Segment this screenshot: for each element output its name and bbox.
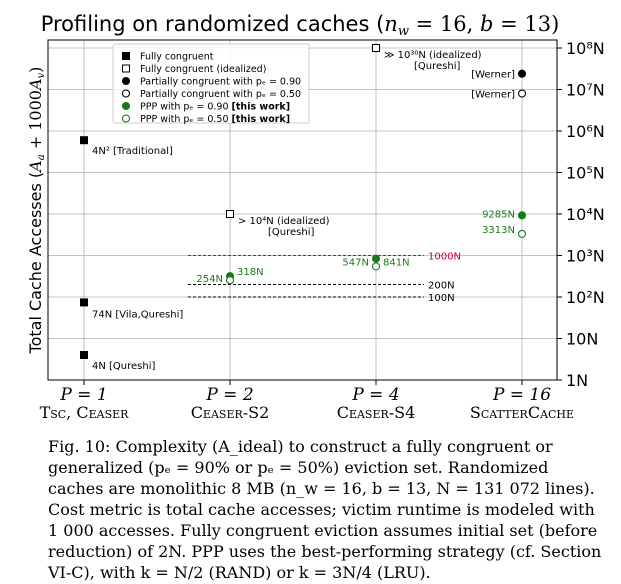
data-labels: 4N² [Traditional] 74N [Vila,Qureshi] 4N [Q… bbox=[92, 50, 515, 372]
legend-label: PPP with pₑ = 0.90 [this work] bbox=[140, 102, 290, 113]
data-label: 74N [Vila,Qureshi] bbox=[92, 309, 183, 320]
data-label: [Werner] bbox=[471, 70, 515, 81]
y-tick-label: 10N bbox=[566, 330, 598, 349]
caption-text: Complexity (A_ideal) to construct a full… bbox=[48, 437, 602, 582]
point-fully bbox=[80, 136, 88, 145]
x-tick-label: P = 16 bbox=[492, 385, 551, 405]
x-category-label: Ceaser-S4 bbox=[337, 403, 416, 422]
point-ppp50 bbox=[225, 276, 235, 285]
data-label: 4N² [Traditional] bbox=[92, 146, 173, 157]
x-category-label: Tsc, Ceaser bbox=[40, 403, 130, 422]
y-axis-label: Total Cache Accesses (Aa + 1000Av) bbox=[26, 67, 47, 355]
y-tick-label: 10⁸N bbox=[566, 39, 605, 58]
point-ppp50 bbox=[517, 229, 527, 238]
point-partial90 bbox=[517, 69, 527, 78]
y-tick-label: 1N bbox=[566, 371, 588, 390]
legend-marker bbox=[121, 76, 131, 86]
data-label: [Qureshi] bbox=[268, 227, 314, 238]
y-tick-label: 10⁵N bbox=[566, 164, 605, 183]
data-label: 254N bbox=[196, 274, 223, 285]
legend-label: Partially congruent with pₑ = 0.50 bbox=[140, 89, 301, 100]
plot-area bbox=[47, 39, 558, 381]
x-tick-label: P = 4 bbox=[351, 385, 399, 405]
reference-line-label: 1000N bbox=[428, 252, 461, 263]
data-label: 9285N bbox=[482, 209, 515, 220]
legend-marker bbox=[122, 52, 130, 60]
data-label: [Qureshi] bbox=[414, 61, 460, 72]
chart: Profiling on randomized caches (nw = 16,… bbox=[26, 12, 605, 422]
figure-caption: Fig. 10: Complexity (A_ideal) to constru… bbox=[48, 436, 604, 583]
data-label: 547N bbox=[342, 257, 369, 268]
reference-line-label: 100N bbox=[428, 293, 455, 304]
y-tick-label: 10²N bbox=[566, 288, 605, 307]
legend-marker bbox=[122, 64, 130, 73]
legend-box bbox=[112, 43, 310, 124]
legend-marker bbox=[121, 101, 131, 111]
point-fully_ideal bbox=[226, 210, 234, 218]
point-partial50 bbox=[517, 89, 527, 98]
chart-title: Profiling on randomized caches (nw = 16,… bbox=[41, 12, 560, 39]
point-ppp50 bbox=[371, 262, 381, 271]
legend-label: PPP with pₑ = 0.50 [this work] bbox=[140, 114, 290, 125]
x-tick-label: P = 2 bbox=[205, 385, 253, 405]
legend-label: Partially congruent with pₑ = 0.90 bbox=[140, 77, 301, 88]
data-points bbox=[80, 44, 527, 360]
x-category-label: ScatterCache bbox=[470, 403, 574, 422]
data-label: [Werner] bbox=[471, 90, 515, 101]
point-fully_ideal bbox=[372, 44, 380, 52]
data-label: 3313N bbox=[482, 225, 515, 236]
reference-line-label: 200N bbox=[428, 281, 455, 292]
x-tick-label: P = 1 bbox=[59, 385, 107, 405]
point-ppp90 bbox=[517, 211, 527, 220]
legend-label: Fully congruent (idealized) bbox=[140, 64, 266, 75]
point-ppp90 bbox=[371, 254, 381, 263]
y-tick-label: 10³N bbox=[566, 247, 605, 266]
figure-label: Fig. 10: bbox=[48, 437, 111, 456]
legend-label: Fully congruent bbox=[140, 52, 214, 63]
data-label: 318N bbox=[237, 267, 264, 278]
y-axis: 1N 10N 10²N 10³N 10⁴N 10⁵N 10⁶N 10⁷N 10⁸N bbox=[557, 39, 605, 390]
point-fully bbox=[80, 351, 88, 360]
data-label: > 10⁴N (idealized) bbox=[238, 216, 330, 227]
y-tick-label: 10⁴N bbox=[566, 205, 605, 224]
y-tick-label: 10⁷N bbox=[566, 81, 605, 100]
figure: Profiling on randomized caches (nw = 16,… bbox=[26, 12, 605, 422]
x-category-label: Ceaser-S2 bbox=[191, 403, 270, 422]
data-label: ≫ 10³⁰N (idealized) bbox=[384, 50, 482, 61]
data-label: 4N [Qureshi] bbox=[92, 361, 156, 372]
data-label: 841N bbox=[383, 258, 410, 269]
point-fully bbox=[80, 298, 88, 307]
legend-marker bbox=[121, 114, 131, 123]
y-tick-label: 10⁶N bbox=[566, 122, 605, 141]
legend-marker bbox=[121, 89, 131, 98]
